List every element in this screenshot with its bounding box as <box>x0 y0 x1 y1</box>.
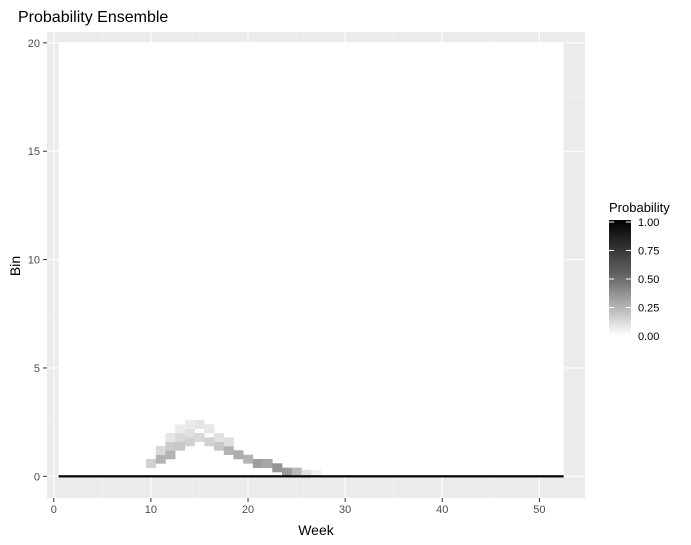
legend-ticks: 1.00 0.75 0.50 0.25 0.00 <box>609 217 659 343</box>
heatmap-cell <box>175 441 186 451</box>
heatmap-cell <box>214 441 225 451</box>
legend-colorbar <box>609 220 631 336</box>
heatmap-cell <box>204 437 215 447</box>
x-tick-label: 50 <box>533 504 545 516</box>
heatmap-cell <box>165 432 176 442</box>
x-tick-label: 10 <box>145 504 157 516</box>
y-tick-label: 10 <box>28 255 40 267</box>
x-axis-title: Week <box>298 522 335 538</box>
heatmap-cell <box>204 424 215 434</box>
x-tick-label: 40 <box>436 504 448 516</box>
heatmap-cell <box>214 432 225 442</box>
y-tick-label: 15 <box>28 146 40 158</box>
y-tick-label: 5 <box>34 363 40 375</box>
x-tick-label: 20 <box>242 504 254 516</box>
heatmap-cell <box>223 437 234 447</box>
y-axis-title: Bin <box>7 256 23 276</box>
y-tick-label: 0 <box>34 471 40 483</box>
heatmap-cell <box>175 424 186 434</box>
heatmap-background-tiles <box>58 42 564 477</box>
heatmap-tiles <box>58 42 564 479</box>
y-axis-ticks: 0 5 10 15 20 <box>28 38 47 483</box>
heatmap-cell <box>155 445 166 455</box>
heatmap-cell <box>194 432 205 442</box>
heatmap-cell <box>165 441 176 451</box>
heatmap-cell <box>194 419 205 429</box>
heatmap-cell <box>301 469 312 479</box>
heatmap-cell <box>184 419 195 429</box>
heatmap-cell <box>146 458 157 468</box>
y-tick-label: 20 <box>28 38 40 50</box>
heatmap-cell <box>184 437 195 447</box>
heatmap-cell <box>272 463 283 473</box>
x-tick-label: 30 <box>339 504 351 516</box>
color-legend: Probability 1.00 0.75 0.50 0.25 0.00 <box>609 200 670 343</box>
heatmap-cell <box>282 467 293 477</box>
baseline-bin-zero <box>58 475 564 478</box>
legend-label: 1.00 <box>638 217 659 229</box>
chart-title: Probability Ensemble <box>18 9 168 26</box>
heatmap-cell <box>262 458 273 468</box>
heatmap-cell <box>252 458 263 468</box>
legend-label: 0.75 <box>638 246 659 258</box>
legend-label: 0.00 <box>638 331 659 343</box>
legend-label: 0.25 <box>638 303 659 315</box>
heatmap-cell <box>223 445 234 455</box>
legend-label: 0.50 <box>638 274 659 286</box>
x-tick-label: 0 <box>51 504 57 516</box>
x-axis-ticks: 0 10 20 30 40 50 <box>51 498 545 516</box>
heatmap-cell <box>291 467 302 477</box>
heatmap-cell <box>243 454 254 464</box>
heatmap-cell <box>233 450 244 460</box>
heatmap-cell <box>155 454 166 464</box>
legend-title: Probability <box>609 200 670 215</box>
heatmap-cell <box>311 469 322 479</box>
heatmap-cell <box>184 428 195 438</box>
heatmap-cell <box>165 450 176 460</box>
heatmap-cell <box>175 432 186 442</box>
